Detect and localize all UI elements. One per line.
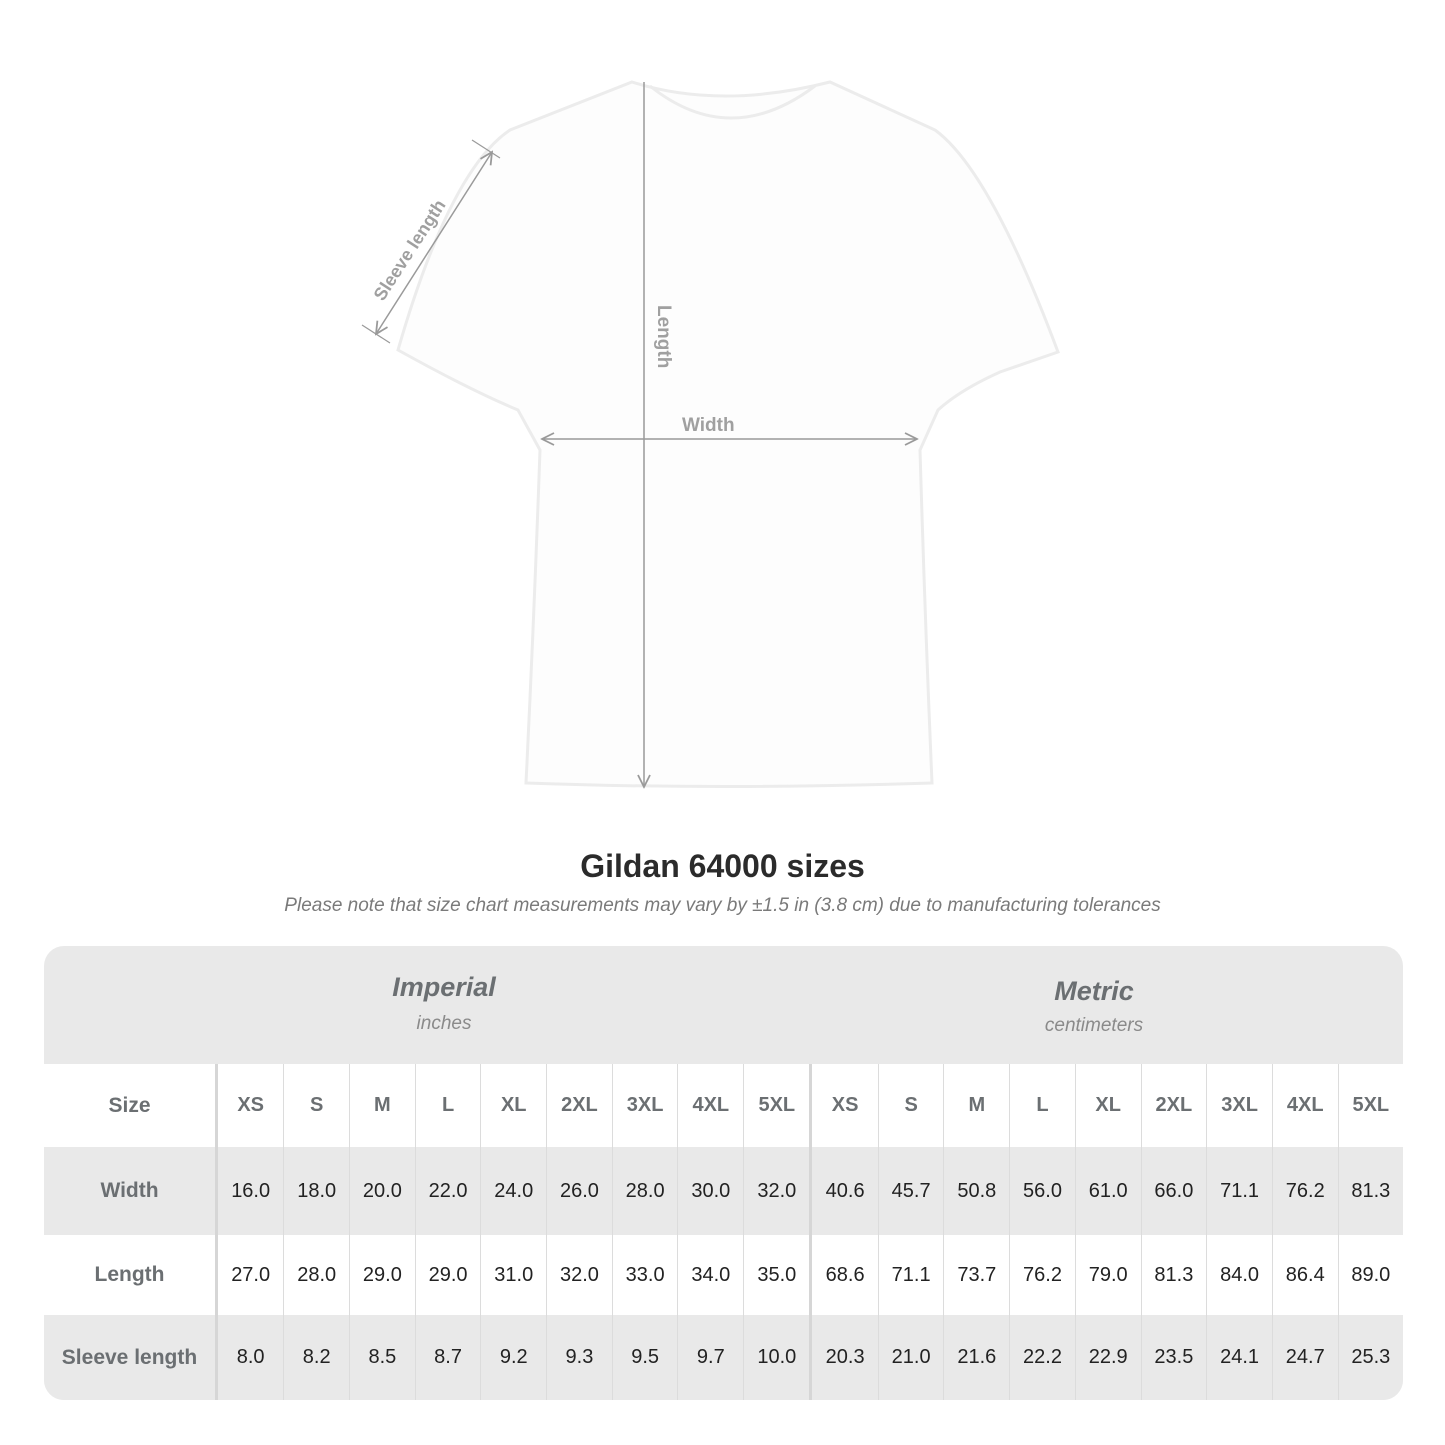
metric-size-s: S — [877, 1064, 944, 1147]
imperial-value-cell: 8.7 — [414, 1315, 481, 1400]
metric-value-cell: 56.0 — [1009, 1147, 1076, 1235]
imperial-value-cell: 22.0 — [414, 1147, 481, 1235]
imperial-value-cell: 33.0 — [611, 1235, 678, 1315]
metric-value-cell: 24.7 — [1271, 1315, 1339, 1400]
metric-value-cell: 76.2 — [1271, 1147, 1339, 1235]
metric-value-cell: 81.3 — [1140, 1235, 1207, 1315]
metric-unit: centimeters — [1044, 1015, 1144, 1036]
metric-size-l: L — [1009, 1064, 1076, 1147]
imperial-value-cell: 32.0 — [743, 1147, 811, 1235]
page-title: Gildan 64000 sizes — [580, 848, 865, 884]
imperial-value-cell: 9.5 — [611, 1315, 678, 1400]
imperial-value-cell: 9.7 — [677, 1315, 744, 1400]
metric-value-cell: 21.0 — [877, 1315, 944, 1400]
row-label: Width — [44, 1147, 218, 1235]
metric-value-cell: 66.0 — [1140, 1147, 1207, 1235]
metric-value-cell: 81.3 — [1337, 1147, 1403, 1235]
imperial-value-cell: 29.0 — [414, 1235, 481, 1315]
imperial-value-cell: 35.0 — [743, 1235, 811, 1315]
imperial-size-l: L — [414, 1064, 481, 1147]
metric-value-cell: 23.5 — [1140, 1315, 1207, 1400]
metric-value-cell: 21.6 — [943, 1315, 1010, 1400]
imperial-value-cell: 27.0 — [215, 1235, 284, 1315]
metric-value-cell: 89.0 — [1337, 1235, 1403, 1315]
metric-size-2xl: 2XL — [1140, 1064, 1207, 1147]
imperial-value-cell: 28.0 — [283, 1235, 350, 1315]
imperial-value-cell: 34.0 — [677, 1235, 744, 1315]
imperial-size-5xl: 5XL — [743, 1064, 811, 1147]
imperial-header: Imperial inches — [215, 946, 673, 1064]
metric-value-cell: 71.1 — [877, 1235, 944, 1315]
metric-value-cell: 84.0 — [1206, 1235, 1273, 1315]
metric-value-cell: 68.6 — [809, 1235, 879, 1315]
row-label: Length — [44, 1235, 218, 1315]
metric-size-m: M — [943, 1064, 1010, 1147]
size-header-row: Size XS S M L XL 2XL 3XL 4XL 5XL XS S M L XL 2XL 3XL 4XL 5… — [44, 1064, 1403, 1147]
imperial-size-xl: XL — [480, 1064, 547, 1147]
metric-value-cell: 61.0 — [1074, 1147, 1142, 1235]
imperial-value-cell: 8.5 — [349, 1315, 416, 1400]
table-row-sleeve-length: Sleeve length 8.0 8.2 8.5 8.7 9.2 9.3 9.5 9.7 10.… — [44, 1315, 1403, 1400]
metric-value-cell: 24.1 — [1206, 1315, 1273, 1400]
imperial-value-cell: 8.0 — [215, 1315, 284, 1400]
metric-value-cell: 40.6 — [809, 1147, 879, 1235]
metric-value-cell: 22.9 — [1074, 1315, 1142, 1400]
imperial-value-cell: 10.0 — [743, 1315, 811, 1400]
metric-value-cell: 73.7 — [943, 1235, 1010, 1315]
imperial-size-s: S — [283, 1064, 350, 1147]
imperial-value-cell: 31.0 — [480, 1235, 547, 1315]
imperial-size-2xl: 2XL — [546, 1064, 613, 1147]
size-chart: Imperial inches Metric centimeters Size X… — [44, 946, 1403, 1400]
imperial-unit: inches — [416, 1013, 472, 1034]
imperial-value-cell: 30.0 — [677, 1147, 744, 1235]
width-label: Width — [682, 415, 735, 436]
metric-value-cell: 71.1 — [1206, 1147, 1273, 1235]
imperial-size-xs: XS — [215, 1064, 284, 1147]
metric-value-cell: 86.4 — [1271, 1235, 1339, 1315]
imperial-value-cell: 28.0 — [611, 1147, 678, 1235]
imperial-value-cell: 18.0 — [283, 1147, 350, 1235]
row-label: Sleeve length — [44, 1315, 218, 1400]
metric-value-cell: 25.3 — [1337, 1315, 1403, 1400]
table-row-width: Width 16.0 18.0 20.0 22.0 24.0 26.0 28.0 30.0 32.… — [44, 1147, 1403, 1235]
metric-title: Metric — [1054, 976, 1134, 1006]
sleeve-measure-line — [376, 152, 492, 334]
imperial-title: Imperial — [392, 972, 496, 1002]
imperial-size-m: M — [349, 1064, 416, 1147]
imperial-value-cell: 9.2 — [480, 1315, 547, 1400]
imperial-size-4xl: 4XL — [677, 1064, 744, 1147]
metric-value-cell: 50.8 — [943, 1147, 1010, 1235]
metric-size-4xl: 4XL — [1271, 1064, 1339, 1147]
imperial-value-cell: 9.3 — [546, 1315, 613, 1400]
metric-value-cell: 76.2 — [1009, 1235, 1076, 1315]
metric-value-cell: 45.7 — [877, 1147, 944, 1235]
metric-value-cell: 22.2 — [1009, 1315, 1076, 1400]
tshirt-diagram: Sleeve length Length Width — [361, 80, 1060, 820]
tolerance-note: Please note that size chart measurements… — [284, 895, 1161, 916]
imperial-value-cell: 16.0 — [215, 1147, 284, 1235]
metric-header: Metric centimeters — [809, 946, 1379, 1064]
metric-size-3xl: 3XL — [1206, 1064, 1273, 1147]
imperial-size-3xl: 3XL — [611, 1064, 678, 1147]
imperial-value-cell: 26.0 — [546, 1147, 613, 1235]
metric-size-xl: XL — [1074, 1064, 1142, 1147]
length-label: Length — [653, 305, 674, 368]
imperial-value-cell: 32.0 — [546, 1235, 613, 1315]
size-label: Size — [44, 1064, 218, 1147]
imperial-value-cell: 29.0 — [349, 1235, 416, 1315]
metric-size-5xl: 5XL — [1337, 1064, 1403, 1147]
imperial-value-cell: 24.0 — [480, 1147, 547, 1235]
imperial-value-cell: 20.0 — [349, 1147, 416, 1235]
table-row-length: Length 27.0 28.0 29.0 29.0 31.0 32.0 33.0 34.0 35… — [44, 1235, 1403, 1315]
metric-size-xs: XS — [809, 1064, 879, 1147]
imperial-value-cell: 8.2 — [283, 1315, 350, 1400]
metric-value-cell: 20.3 — [809, 1315, 879, 1400]
size-table: Size XS S M L XL 2XL 3XL 4XL 5XL XS S M L XL 2XL 3XL 4XL 5… — [44, 1064, 1403, 1400]
metric-value-cell: 79.0 — [1074, 1235, 1142, 1315]
